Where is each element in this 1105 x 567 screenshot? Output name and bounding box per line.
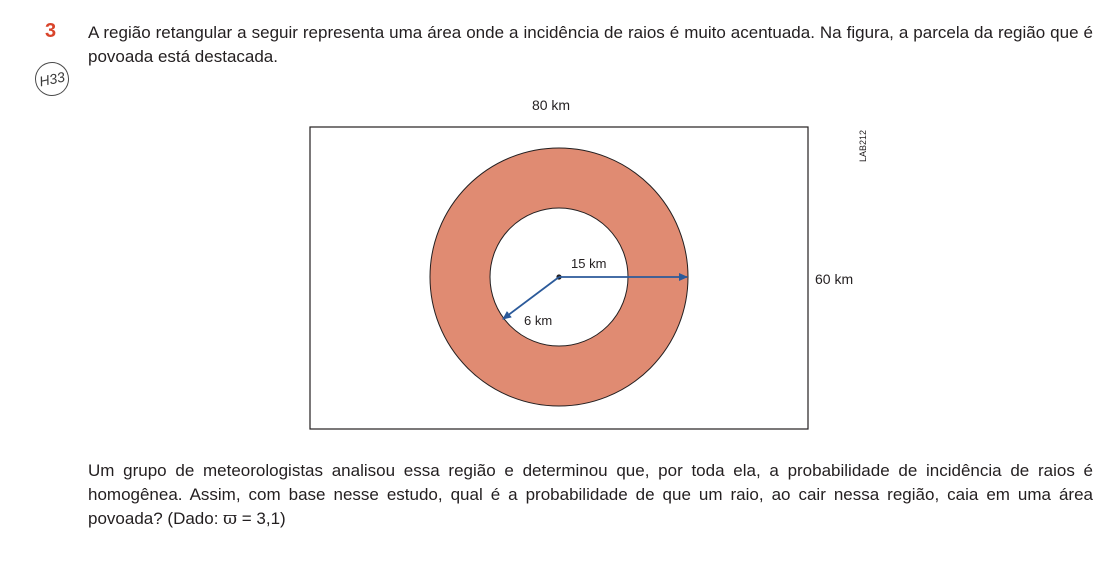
pi-symbol: ϖ [223,509,238,529]
question-number: 3 [45,20,57,42]
prompt-given-text: = 3,1) [237,509,286,528]
figure-code-label: LAB212 [858,130,868,162]
prompt-main-text: Um grupo de meteorologistas analisou ess… [88,461,1093,528]
height-label: 60 km [815,271,853,287]
question-prompt: Um grupo de meteorologistas analisou ess… [88,459,1093,531]
inner-radius-arrow [502,276,560,320]
outer-radius-label: 15 km [571,256,606,271]
question-statement: A região retangular a seguir representa … [88,23,1093,66]
inner-radius-label: 6 km [524,313,552,328]
width-label: 80 km [532,97,570,113]
